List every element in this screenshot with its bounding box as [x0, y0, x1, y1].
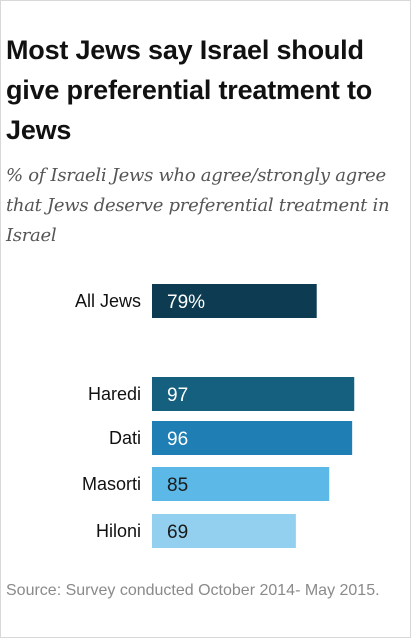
source-note: Source: Survey conducted October 2014- M… [6, 582, 380, 599]
bar-haredi [152, 377, 355, 411]
value-label-dati: 96 [167, 429, 188, 450]
bar-all-jews [152, 284, 317, 318]
bar-dati [152, 421, 353, 455]
category-label-hiloni: Hiloni [96, 521, 141, 541]
value-label-hiloni: 69 [167, 522, 188, 543]
chart-title: Most Jews say Israel should give prefere… [6, 35, 373, 145]
category-label-haredi: Haredi [88, 384, 141, 404]
bar-masorti [152, 467, 330, 501]
value-label-all-jews: 79% [167, 292, 205, 313]
chart-subtitle: % of Israeli Jews who agree/strongly agr… [6, 165, 390, 246]
category-label-all-jews: All Jews [75, 291, 141, 311]
value-label-haredi: 97 [167, 385, 188, 406]
category-label-dati: Dati [109, 428, 141, 448]
value-label-masorti: 85 [167, 475, 188, 496]
bar-hiloni [152, 514, 296, 548]
category-label-masorti: Masorti [82, 474, 141, 494]
